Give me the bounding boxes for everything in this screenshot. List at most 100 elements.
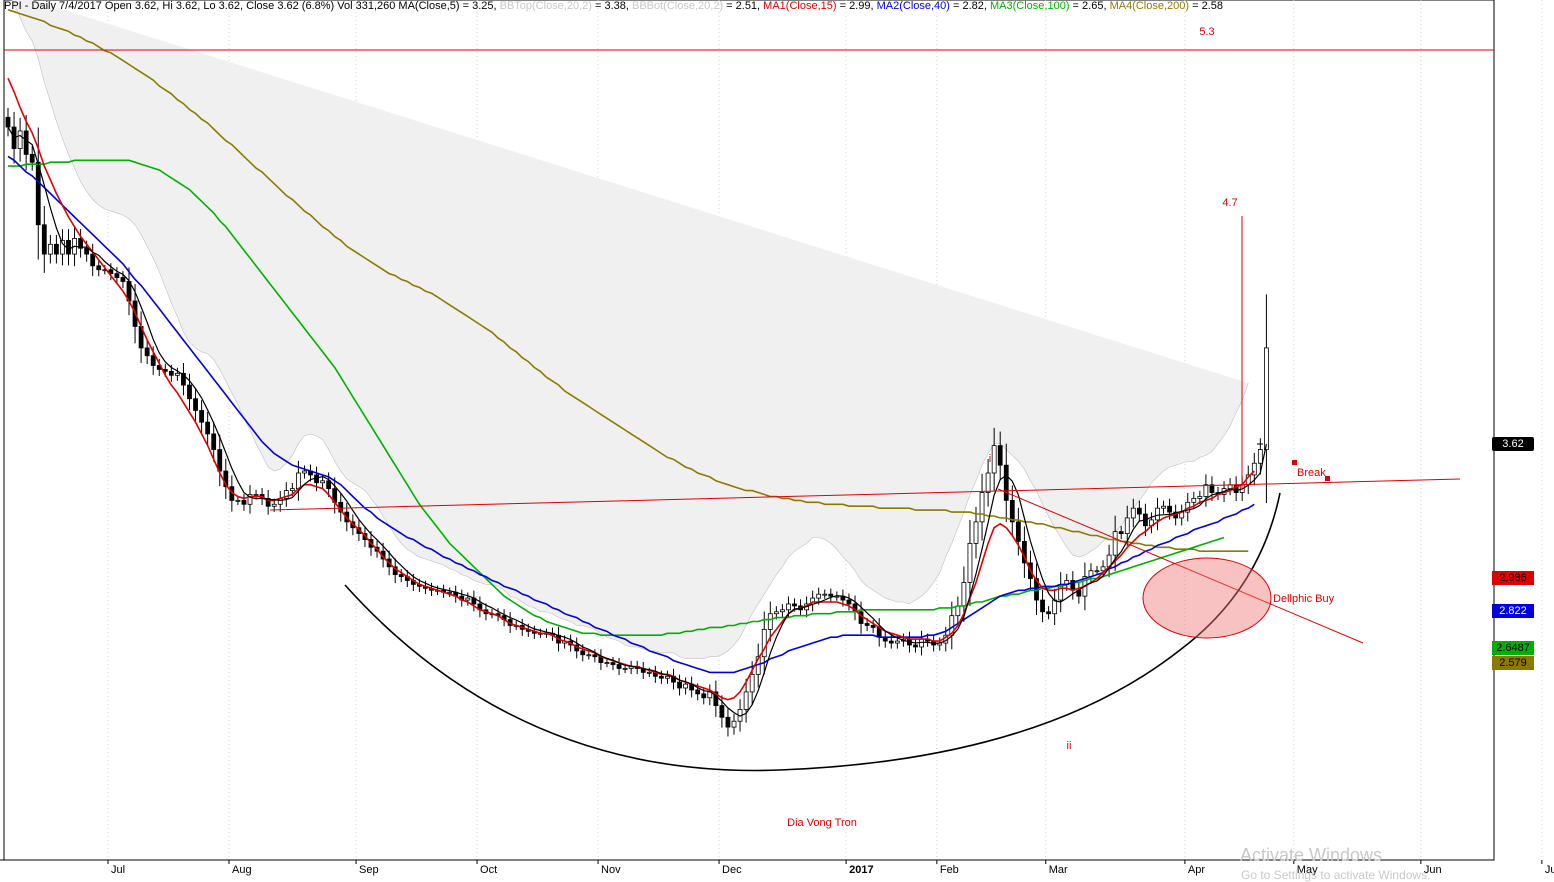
candle bbox=[1227, 478, 1233, 496]
candle bbox=[659, 670, 664, 684]
candle bbox=[876, 618, 882, 647]
candle-body bbox=[5, 116, 11, 128]
candle bbox=[144, 339, 150, 365]
candle bbox=[955, 596, 961, 626]
candle-body bbox=[665, 675, 670, 679]
candle bbox=[628, 660, 634, 675]
candle-body bbox=[622, 668, 628, 670]
candle bbox=[652, 665, 658, 683]
header-symbol: PPI bbox=[4, 0, 22, 12]
candle-body bbox=[1161, 505, 1166, 509]
candle-body bbox=[289, 488, 295, 491]
header-ma2-value: = 2.82, bbox=[949, 0, 991, 12]
header-ma4-label: MA4(Close,200) bbox=[1109, 0, 1190, 12]
candle-body bbox=[1191, 498, 1197, 503]
candle bbox=[477, 596, 483, 618]
candle bbox=[398, 569, 404, 583]
candle-body bbox=[90, 253, 96, 267]
candle bbox=[616, 657, 622, 676]
header-ma2-label: MA2(Close,40) bbox=[876, 0, 950, 12]
candle-body bbox=[241, 499, 247, 505]
candle-body bbox=[1015, 521, 1021, 542]
candle-body bbox=[997, 445, 1003, 466]
candle-body bbox=[199, 410, 205, 423]
candle-body bbox=[1264, 347, 1269, 450]
candle bbox=[174, 367, 180, 381]
candle bbox=[453, 585, 459, 603]
candle-body bbox=[108, 269, 114, 275]
bollinger-band bbox=[11, 0, 1249, 659]
candle bbox=[997, 431, 1003, 480]
chart-header: PPI - Daily 7/4/2017 Open 3.62, Hi 3.62,… bbox=[4, 0, 1223, 14]
candle-body bbox=[211, 433, 217, 450]
candle-body bbox=[17, 130, 23, 149]
candle bbox=[90, 243, 96, 277]
candle-body bbox=[174, 372, 180, 376]
candle-body bbox=[792, 603, 797, 607]
candle-body bbox=[683, 683, 688, 689]
x-tick-label: May bbox=[1297, 864, 1318, 876]
header-ma3-label: MA3(Close,100) bbox=[990, 0, 1070, 12]
candle-body bbox=[767, 613, 773, 630]
candle bbox=[1076, 582, 1082, 604]
candle-body bbox=[247, 494, 253, 505]
candle-body bbox=[1124, 517, 1130, 534]
candle-body bbox=[23, 130, 29, 155]
candle bbox=[181, 362, 186, 396]
candle-body bbox=[816, 593, 822, 599]
candle bbox=[302, 465, 307, 479]
candle-body bbox=[223, 470, 229, 488]
candle bbox=[320, 475, 326, 489]
x-tick-label: Jun bbox=[1424, 864, 1442, 876]
candle bbox=[913, 639, 918, 653]
candle-body bbox=[786, 603, 791, 611]
candle bbox=[725, 707, 731, 737]
candle bbox=[1209, 476, 1215, 501]
candle bbox=[1015, 507, 1021, 556]
candle-body bbox=[822, 593, 828, 596]
candle-body bbox=[1257, 449, 1263, 464]
candle bbox=[683, 677, 688, 695]
candle bbox=[870, 619, 876, 634]
candle bbox=[1161, 500, 1166, 514]
candle-body bbox=[96, 265, 102, 271]
candle bbox=[592, 649, 598, 663]
candle-body bbox=[677, 681, 682, 689]
candle-body bbox=[646, 671, 652, 674]
candle-body bbox=[695, 689, 701, 695]
candle bbox=[967, 519, 973, 606]
candle bbox=[689, 676, 695, 698]
candle-body bbox=[187, 384, 192, 400]
candle-body bbox=[828, 593, 834, 597]
candle bbox=[1046, 606, 1051, 620]
candle-body bbox=[253, 494, 259, 496]
header-summary: - Daily 7/4/2017 Open 3.62, Hi 3.62, Lo … bbox=[21, 0, 497, 12]
annotation-break: Break bbox=[1297, 467, 1326, 479]
neckline bbox=[269, 478, 1461, 511]
candle bbox=[749, 661, 755, 706]
candle-body bbox=[47, 243, 53, 255]
candle-body bbox=[326, 480, 332, 490]
candle bbox=[665, 670, 670, 684]
candle bbox=[1155, 497, 1160, 531]
candle bbox=[713, 680, 719, 717]
candle-body bbox=[235, 499, 241, 502]
x-tick-label: 2017 bbox=[849, 864, 873, 876]
candle-body bbox=[955, 605, 961, 617]
candle-body bbox=[1118, 531, 1124, 534]
candle-body bbox=[604, 662, 610, 664]
candle-body bbox=[35, 161, 41, 226]
candle-body bbox=[144, 347, 150, 357]
candle-body bbox=[84, 247, 90, 255]
annotation-top-target: 5.3 bbox=[1199, 26, 1214, 38]
candle-body bbox=[271, 503, 277, 507]
candle-body bbox=[731, 720, 737, 728]
candle bbox=[822, 589, 828, 599]
x-tick-label: Dec bbox=[722, 864, 742, 876]
candle bbox=[205, 411, 211, 445]
header-ma3-value: = 2.65, bbox=[1069, 0, 1110, 12]
candle-body bbox=[870, 625, 876, 628]
candle-body bbox=[120, 277, 126, 282]
header-ma1-value: = 2.99, bbox=[836, 0, 877, 12]
